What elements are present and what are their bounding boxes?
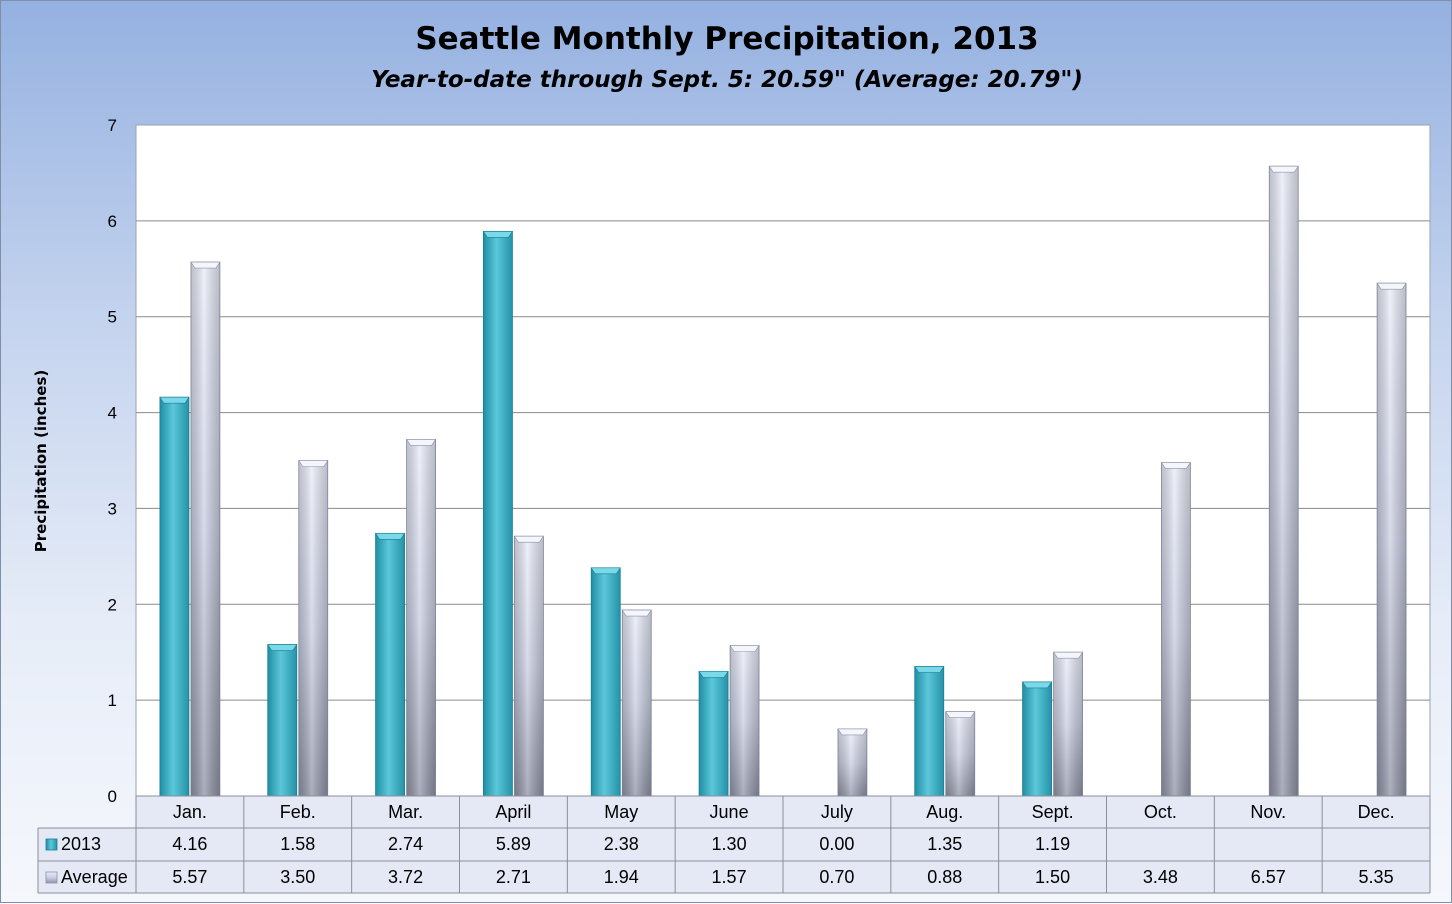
data-label: 2.38 [604,834,639,854]
data-label: 0.70 [819,867,854,887]
legend-label: Average [61,867,128,887]
bar-2013-cap [590,567,621,575]
bar-average-cap [1053,651,1084,659]
bar-2013 [590,567,621,797]
bar-average-cap [945,711,976,718]
bar-2013 [698,670,729,797]
bar-2013-cap [698,671,729,678]
bar-average-shade [190,262,220,797]
data-label: 3.72 [388,867,423,887]
bar-2013-cap [482,231,513,238]
data-label: 0.88 [927,867,962,887]
bar-2013 [1022,681,1052,797]
data-label: 0.00 [819,834,854,854]
bar-average-shade [730,645,760,796]
y-tick-label: 4 [108,404,117,423]
x-tick-label: April [495,802,531,822]
x-tick-label: Mar. [388,802,423,822]
bar-average-cap [406,439,437,446]
bar-average-cap [190,261,221,269]
bar-average-shade [1053,652,1083,796]
bar-2013-cap [1022,681,1053,689]
bar-average-cap [1268,165,1299,173]
x-tick-label: Aug. [926,802,963,822]
bar-average-cap [1160,462,1191,469]
bar-average-cap [298,460,329,467]
data-label: 1.50 [1035,867,1070,887]
bar-average-shade [1161,462,1191,796]
data-label: 5.57 [172,867,207,887]
bar-2013 [375,532,405,797]
bar-average-shade [837,728,867,796]
y-tick-label: 6 [108,212,117,231]
x-tick-label: Jan. [173,802,207,822]
y-tick-label: 3 [108,499,117,518]
bar-average-cap [513,535,544,543]
data-label: 4.16 [172,834,207,854]
bar-2013-cap [159,396,190,404]
bar-average-shade [945,711,975,796]
data-label: 3.50 [280,867,315,887]
data-label: 5.35 [1359,867,1394,887]
data-label: 1.35 [927,834,962,854]
bar-average-shade [1377,283,1407,796]
bar-2013 [159,396,190,797]
x-tick-label: Oct. [1144,802,1177,822]
bar-average-cap [837,728,868,736]
y-tick-label: 0 [108,787,117,806]
x-tick-label: Sept. [1032,802,1074,822]
bar-average-cap [1376,282,1407,290]
data-label: 1.30 [712,834,747,854]
bar-2013-cap [914,666,945,673]
x-tick-label: Feb. [280,802,316,822]
bar-average-shade [514,536,544,796]
bar-2013 [483,231,513,797]
bar-2013-cap [267,644,298,651]
data-label: 1.94 [604,867,639,887]
data-label: 6.57 [1251,867,1286,887]
data-label: 2.71 [496,867,531,887]
bar-average-shade [622,610,652,796]
chart-title: Seattle Monthly Precipitation, 2013 [415,21,1039,57]
y-tick-label: 2 [108,595,117,614]
x-tick-label: July [821,802,853,822]
legend-swatch [45,871,58,884]
data-label: 5.89 [496,834,531,854]
y-tick-label: 5 [108,308,117,327]
bar-average-shade [406,439,436,796]
bar-average-shade [1269,166,1299,796]
bar-2013 [267,644,298,797]
x-tick-label: May [604,802,638,822]
x-tick-label: June [710,802,749,822]
plot-area [135,124,1431,797]
bar-average-cap [621,609,652,617]
data-label: 2.74 [388,834,423,854]
data-label: 3.48 [1143,867,1178,887]
bar-average-shade [298,460,328,796]
x-tick-label: Nov. [1250,802,1286,822]
x-tick-label: Dec. [1358,802,1395,822]
y-tick-label: 1 [108,691,117,710]
data-label: 1.19 [1035,834,1070,854]
y-tick-label: 7 [108,116,117,135]
bar-average-cap [729,645,760,652]
legend-swatch [45,838,58,851]
bar-2013 [914,666,945,797]
legend-label: 2013 [61,834,101,854]
bar-2013-cap [375,533,406,540]
chart-subtitle: Year-to-date through Sept. 5: 20.59" (Av… [371,67,1083,93]
data-label: 1.57 [712,867,747,887]
data-label: 1.58 [280,834,315,854]
